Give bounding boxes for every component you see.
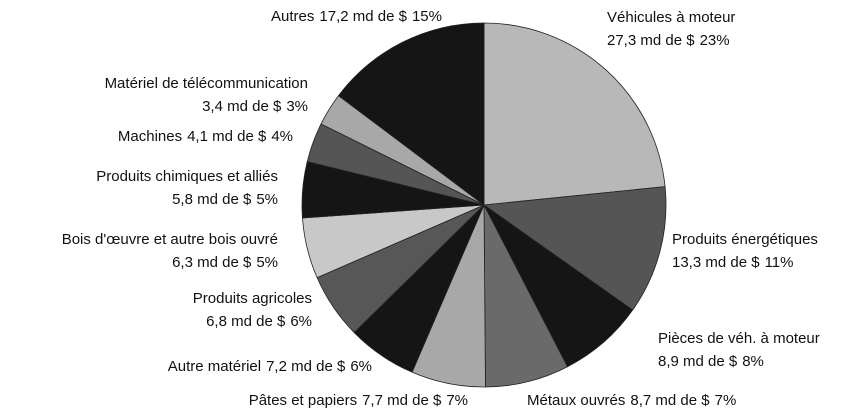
pie-slice xyxy=(337,22,485,206)
share-label: 23% xyxy=(700,32,730,49)
share-label: 7% xyxy=(446,392,468,409)
slice-label: Bois d'œuvre et autre bois ouvré 6,3 md d… xyxy=(62,231,278,271)
share-label: 5% xyxy=(256,254,278,271)
value-label: 13,3 md de $ xyxy=(672,254,760,271)
category-name: Véhicules à moteur xyxy=(607,9,735,26)
share-label: 15% xyxy=(412,8,442,25)
category-name: Métaux ouvrés xyxy=(527,392,625,409)
share-label: 6% xyxy=(350,358,372,375)
slice-label: Pâtes et papiers 7,7 md de $7% xyxy=(249,392,468,409)
slice-label: Véhicules à moteur 27,3 md de $ 23% xyxy=(607,9,735,49)
value-label: 4,1 md de $ xyxy=(187,128,267,145)
slice-label: Produits chimiques et alliés 5,8 md de $5… xyxy=(96,168,278,208)
value-label: 3,4 md de $ xyxy=(202,98,282,115)
category-name: Pâtes et papiers xyxy=(249,392,357,409)
value-label: 27,3 md de $ xyxy=(607,32,695,49)
share-label: 6% xyxy=(290,313,312,330)
value-label: 6,3 md de $ xyxy=(172,254,252,271)
slice-label: Produits énergétiques 13,3 md de $ 11% xyxy=(672,231,818,271)
category-name: Pièces de véh. à moteur xyxy=(658,330,820,347)
share-label: 5% xyxy=(256,191,278,208)
value-label: 5,8 md de $ xyxy=(172,191,252,208)
share-label: 11% xyxy=(765,254,794,271)
slice-label: Autres 17,2 md de $ 15% xyxy=(271,8,442,25)
slice-label: Produits agricoles 6,8 md de $6% xyxy=(193,290,312,330)
value-label: 7,7 md de $ xyxy=(362,392,442,409)
value-label: 8,7 md de $ xyxy=(630,392,710,409)
value-label: 6,8 md de $ xyxy=(206,313,286,330)
slice-label: Machines 4,1 md de $4% xyxy=(118,128,293,145)
category-name: Autres xyxy=(271,8,314,25)
category-name: Bois d'œuvre et autre bois ouvré xyxy=(62,231,278,248)
share-label: 8% xyxy=(742,353,764,370)
share-label: 4% xyxy=(271,128,293,145)
slice-label: Autre matériel 7,2 md de $6% xyxy=(168,358,372,375)
category-name: Autre matériel xyxy=(168,358,261,375)
share-label: 3% xyxy=(286,98,308,115)
slice-label: Métaux ouvrés 8,7 md de $ 7% xyxy=(527,392,736,409)
category-name: Machines xyxy=(118,128,182,145)
share-label: 7% xyxy=(715,392,737,409)
category-name: Produits chimiques et alliés xyxy=(96,168,278,185)
slice-label: Matériel de télécommunication 3,4 md de $… xyxy=(105,75,308,115)
pie-slice xyxy=(483,22,666,206)
pie-slice xyxy=(482,186,667,311)
category-name: Matériel de télécommunication xyxy=(105,75,308,92)
category-name: Produits agricoles xyxy=(193,290,312,307)
value-label: 8,9 md de $ xyxy=(658,353,738,370)
category-name: Produits énergétiques xyxy=(672,231,818,248)
value-label: 17,2 md de $ xyxy=(319,8,407,25)
value-label: 7,2 md de $ xyxy=(266,358,346,375)
slice-label: Pièces de véh. à moteur 8,9 md de $8% xyxy=(658,330,820,370)
